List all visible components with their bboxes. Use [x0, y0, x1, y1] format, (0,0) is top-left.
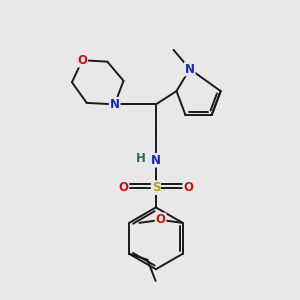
Text: S: S	[152, 181, 160, 194]
Text: O: O	[77, 54, 87, 67]
Text: O: O	[156, 213, 166, 226]
Text: O: O	[118, 181, 128, 194]
Text: N: N	[151, 154, 161, 167]
Text: N: N	[185, 62, 195, 76]
Text: N: N	[110, 98, 120, 111]
Text: H: H	[136, 152, 146, 165]
Text: O: O	[183, 181, 193, 194]
